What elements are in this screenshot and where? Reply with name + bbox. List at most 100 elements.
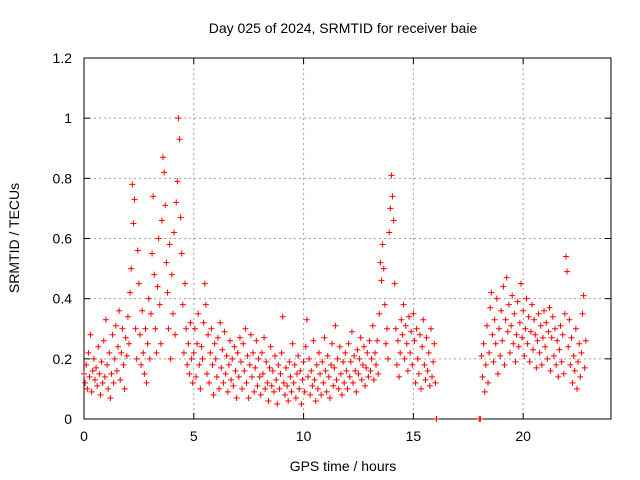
data-point xyxy=(408,328,415,335)
data-point xyxy=(151,271,158,278)
data-point xyxy=(555,373,562,380)
data-point xyxy=(569,379,576,386)
data-point xyxy=(553,361,560,368)
data-point xyxy=(126,340,133,347)
data-point xyxy=(255,355,262,362)
data-point xyxy=(424,367,431,374)
data-point xyxy=(556,346,563,353)
data-point xyxy=(355,370,362,377)
data-point xyxy=(502,316,509,323)
data-point xyxy=(110,379,117,386)
data-point xyxy=(131,196,138,203)
data-point xyxy=(166,241,173,248)
data-point xyxy=(133,355,140,362)
data-point xyxy=(347,358,354,365)
data-point xyxy=(403,340,410,347)
data-point xyxy=(573,385,580,392)
data-point xyxy=(404,367,411,374)
data-point xyxy=(416,331,423,338)
data-point xyxy=(122,334,129,341)
data-point xyxy=(118,349,125,356)
data-point xyxy=(419,343,426,350)
data-point xyxy=(362,382,369,389)
data-point xyxy=(511,310,518,317)
data-point xyxy=(326,394,333,401)
data-point xyxy=(501,361,508,368)
data-point xyxy=(163,259,170,266)
data-point xyxy=(409,361,416,368)
data-point xyxy=(104,361,111,368)
data-point xyxy=(153,349,160,356)
y-tick-label: 0.8 xyxy=(53,170,73,186)
data-point xyxy=(138,361,145,368)
data-point xyxy=(278,349,285,356)
data-point xyxy=(376,310,383,317)
data-point xyxy=(384,325,391,332)
data-point xyxy=(367,367,374,374)
data-point xyxy=(86,373,93,380)
data-point xyxy=(360,343,367,350)
data-point xyxy=(183,325,190,332)
data-point xyxy=(172,331,179,338)
data-point xyxy=(201,280,208,287)
data-point xyxy=(83,361,90,368)
data-point xyxy=(224,388,231,395)
data-point xyxy=(288,388,295,395)
data-point xyxy=(522,325,529,332)
data-point xyxy=(124,313,131,320)
data-point xyxy=(418,385,425,392)
data-point xyxy=(140,349,147,356)
data-point xyxy=(199,355,206,362)
data-point xyxy=(342,349,349,356)
data-point xyxy=(382,340,389,347)
data-point xyxy=(169,310,176,317)
data-point xyxy=(97,391,104,398)
data-point xyxy=(348,328,355,335)
data-point xyxy=(313,361,320,368)
data-point xyxy=(234,349,241,356)
data-point xyxy=(356,355,363,362)
y-tick-label: 0.6 xyxy=(53,231,73,247)
data-point xyxy=(358,376,365,383)
data-point xyxy=(280,379,287,386)
data-point xyxy=(230,382,237,389)
data-point xyxy=(256,373,263,380)
data-point xyxy=(127,289,134,296)
data-point xyxy=(579,310,586,317)
data-point xyxy=(176,136,183,143)
data-point xyxy=(560,370,567,377)
data-point xyxy=(206,379,213,386)
data-point xyxy=(135,280,142,287)
data-point xyxy=(259,370,266,377)
data-point xyxy=(229,355,236,362)
data-point xyxy=(161,169,168,176)
data-point xyxy=(89,367,96,374)
data-point xyxy=(93,364,100,371)
data-point xyxy=(378,277,385,284)
data-point xyxy=(197,385,204,392)
data-point xyxy=(233,394,240,401)
data-point xyxy=(498,307,505,314)
data-point xyxy=(412,379,419,386)
data-point xyxy=(189,379,196,386)
data-point xyxy=(130,220,137,227)
data-point xyxy=(144,340,151,347)
data-point xyxy=(549,313,556,320)
data-point xyxy=(173,199,180,206)
data-point xyxy=(489,331,496,338)
data-point xyxy=(570,352,577,359)
data-point xyxy=(198,343,205,350)
data-point xyxy=(546,304,553,311)
data-point xyxy=(211,340,218,347)
data-point xyxy=(194,340,201,347)
data-point xyxy=(270,388,277,395)
data-point xyxy=(171,229,178,236)
data-point xyxy=(164,289,171,296)
data-point xyxy=(504,328,511,335)
data-point xyxy=(121,385,128,392)
data-point xyxy=(496,325,503,332)
data-point xyxy=(207,349,214,356)
data-point xyxy=(205,331,212,338)
data-point xyxy=(293,370,300,377)
y-tick-label: 1 xyxy=(64,110,72,126)
